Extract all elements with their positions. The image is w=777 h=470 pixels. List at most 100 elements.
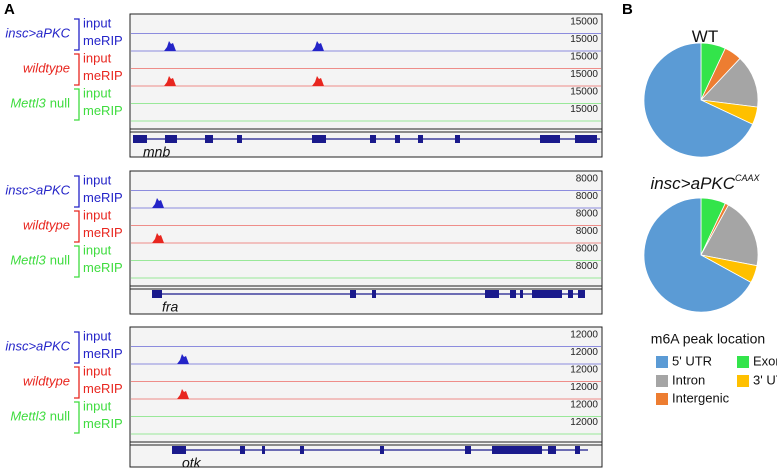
- exon: [510, 290, 516, 298]
- scale-label: 8000: [576, 174, 599, 185]
- track-label: meRIP: [83, 260, 123, 275]
- scale-label: 15000: [570, 69, 598, 80]
- exon: [520, 290, 523, 298]
- panel-label: B: [622, 1, 633, 18]
- exon: [492, 446, 512, 454]
- legend-swatch: [656, 375, 668, 387]
- exon: [350, 290, 356, 298]
- track-panel: [129, 326, 603, 468]
- scale-label: 8000: [576, 191, 599, 202]
- track-label: input: [83, 363, 112, 378]
- sample-label: insc>aPKC: [5, 26, 70, 41]
- pie-slice: [700, 204, 759, 267]
- bracket: [74, 366, 80, 399]
- legend-swatch: [737, 375, 749, 387]
- bracket: [74, 331, 80, 364]
- sample-label: insc>aPKC: [5, 339, 70, 354]
- scale-label: 15000: [570, 52, 598, 63]
- gene-name: mnb: [143, 144, 170, 160]
- exon: [370, 135, 376, 143]
- sample-name: wildtype: [23, 374, 70, 389]
- exon: [380, 446, 384, 454]
- scale-label: 15000: [570, 17, 598, 28]
- scale-label: 8000: [576, 226, 599, 237]
- sample-label: wildtype: [23, 374, 70, 389]
- peak: [177, 389, 189, 399]
- exon: [575, 446, 580, 454]
- pie-slice: [700, 57, 759, 108]
- track-label: meRIP: [83, 381, 123, 396]
- legend-swatch: [656, 393, 668, 405]
- legend-swatch: [656, 356, 668, 368]
- exon: [575, 135, 597, 143]
- bracket: [74, 175, 80, 208]
- track-label: input: [83, 398, 112, 413]
- legend-label: Intergenic: [672, 390, 730, 405]
- sample-name: Mettl3: [10, 409, 46, 424]
- exon: [165, 135, 177, 143]
- sample-label: wildtype: [23, 61, 70, 76]
- peak: [177, 354, 189, 364]
- scale-label: 12000: [570, 400, 598, 411]
- sample-label: wildtype: [23, 218, 70, 233]
- sample-name: Mettl3: [10, 253, 46, 268]
- track-label: input: [83, 328, 112, 343]
- exon: [418, 135, 423, 143]
- sample-suffix: null: [50, 96, 70, 111]
- scale-label: 12000: [570, 417, 598, 428]
- track-label: meRIP: [83, 103, 123, 118]
- sample-name: Mettl3: [10, 96, 46, 111]
- legend-title: m6A peak location: [651, 331, 765, 347]
- scale-label: 15000: [570, 34, 598, 45]
- exon: [372, 290, 376, 298]
- exon: [240, 446, 245, 454]
- pie-slice: [643, 42, 754, 158]
- track-label: input: [83, 85, 112, 100]
- scale-label: 8000: [576, 244, 599, 255]
- peak: [312, 41, 324, 51]
- track-label: input: [83, 50, 112, 65]
- exon: [540, 135, 560, 143]
- sample-suffix: null: [50, 253, 70, 268]
- scale-label: 12000: [570, 382, 598, 393]
- peak: [152, 198, 164, 208]
- pie-title-main: WT: [692, 27, 718, 46]
- scale-label: 8000: [576, 261, 599, 272]
- exon: [152, 290, 162, 298]
- legend-label: Intron: [672, 372, 705, 387]
- pie-title-main: insc>aPKC: [650, 174, 735, 193]
- bracket: [74, 245, 80, 278]
- track-label: meRIP: [83, 33, 123, 48]
- scale-label: 12000: [570, 347, 598, 358]
- legend-label: Exon: [753, 353, 777, 368]
- track-label: meRIP: [83, 416, 123, 431]
- legend-label: 5' UTR: [672, 353, 712, 368]
- track-label: input: [83, 15, 112, 30]
- bracket: [74, 18, 80, 51]
- exon: [485, 290, 499, 298]
- peak: [164, 76, 176, 86]
- exon: [205, 135, 213, 143]
- sample-name: insc>aPKC: [5, 26, 70, 41]
- exon: [568, 290, 573, 298]
- track-label: meRIP: [83, 346, 123, 361]
- scale-label: 8000: [576, 209, 599, 220]
- exon: [505, 446, 542, 454]
- sample-label: Mettl3 null: [10, 96, 70, 111]
- pie-title: insc>aPKCCAAX: [650, 173, 760, 193]
- pie-title: WT: [692, 27, 718, 46]
- track-label: input: [83, 172, 112, 187]
- exon: [300, 446, 304, 454]
- pie-slice: [643, 197, 752, 313]
- sample-name: wildtype: [23, 218, 70, 233]
- sample-suffix: null: [50, 409, 70, 424]
- sample-name: insc>aPKC: [5, 183, 70, 198]
- bracket: [74, 401, 80, 434]
- exon: [395, 135, 400, 143]
- legend-swatch: [737, 356, 749, 368]
- exon: [465, 446, 471, 454]
- exon: [312, 135, 326, 143]
- scale-label: 12000: [570, 365, 598, 376]
- track-panel: [129, 170, 603, 315]
